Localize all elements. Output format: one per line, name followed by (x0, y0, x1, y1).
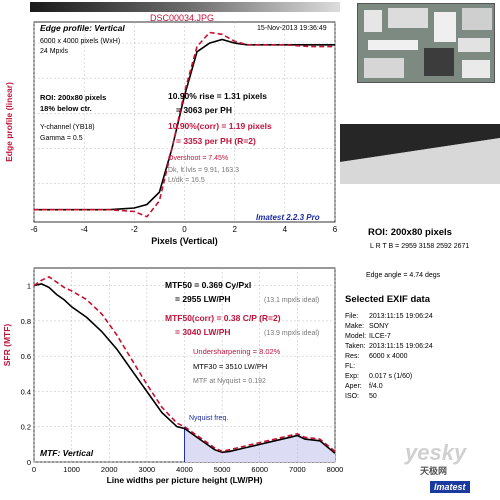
exif-value: f/4.0 (369, 383, 383, 390)
channel: Y-channel (YB18) (40, 124, 95, 131)
exif-title: Selected EXIF data (345, 294, 431, 305)
mtf-xtick-label: 7000 (289, 465, 306, 474)
exif-value: ILCE-7 (369, 333, 391, 340)
mtf50-lwph: = 2955 LW/PH (175, 294, 231, 304)
yesky-cn-label: 天极网 (420, 466, 448, 476)
mtf-title: MTF: Vertical (40, 448, 94, 458)
imatest-logo: Imatest (430, 481, 470, 494)
yesky-watermark: yesky (405, 440, 467, 465)
exif-row: Res: 6000 x 4000 (345, 353, 408, 360)
exif-row: Taken: 2013:11:15 19:06:24 (345, 343, 433, 350)
mtf50-corr-ideal: (13.9 mpxls ideal) (264, 330, 320, 337)
exif-key: Taken: (345, 343, 366, 350)
exif-key: Make: (345, 323, 365, 330)
mtf-at-nyquist: MTF at Nyquist = 0.192 (193, 378, 266, 385)
exif-value: 6000 x 4000 (369, 353, 408, 360)
gradient-strip (30, 2, 340, 12)
edge-date: 15-Nov-2013 19:36:49 (257, 25, 327, 32)
mtf30: MTF30 = 3510 LW/PH (193, 362, 268, 371)
exif-value: 50 (369, 393, 377, 400)
edge-xtick-label: 4 (283, 225, 288, 234)
exif-row: FL: (345, 363, 369, 370)
mtf-xtick-label: 2000 (101, 465, 118, 474)
mtf-xtick-label: 6000 (251, 465, 268, 474)
mtf50-ideal: (13.1 mpxls ideal) (264, 297, 320, 304)
roi-size: ROI: 200x80 pixels (368, 227, 452, 238)
exif-row: Exp: 0.017 s (1/60) (345, 373, 412, 380)
rise-per-ph: = 3063 per PH (176, 105, 232, 115)
mtf-chart: 0 1000 2000 3000 4000 5000 6000 7000 8000 1 0.8 0.6… (2, 267, 344, 485)
mtf-xtick-label: 1000 (63, 465, 80, 474)
exif-value: SONY (369, 323, 389, 330)
undersharpening: Undersharpening = 8.02% (193, 347, 281, 356)
mtf-xaxis-label: Line widths per picture height (LW/PH) (107, 475, 263, 485)
test-chart-thumbnail (357, 3, 495, 83)
mtf-xtick-label: 5000 (214, 465, 231, 474)
exif-key: Aper: (345, 383, 362, 390)
mtf-ytick-label: 0.8 (21, 317, 31, 326)
megapixels: 24 Mpxls (40, 48, 69, 55)
mtf-xtick-label: 0 (32, 465, 36, 474)
edge-xtick-label: 0 (182, 225, 187, 234)
exif-key: File: (345, 313, 359, 320)
image-size: 6000 x 4000 pixels (WxH) (40, 38, 121, 45)
overshoot: Overshoot = 7.45% (168, 155, 229, 162)
exif-row: Model: ILCE-7 (345, 333, 391, 340)
edge-xtick-label: 2 (232, 225, 237, 234)
mtf-ytick-label: 0.4 (21, 387, 31, 396)
exif-key: Model: (345, 333, 367, 340)
mtf-ytick-label: 0 (27, 458, 31, 467)
roi-edge-thumbnail (340, 124, 500, 184)
exif-row: File: 2013:11:15 19:06:24 (345, 313, 433, 320)
exif-row: Make: SONY (345, 323, 389, 330)
exif-value: 2013:11:15 19:06:24 (369, 343, 433, 350)
edge-xtick-label: -2 (131, 225, 139, 234)
exif-row: ISO: 50 (345, 393, 377, 400)
roi-lrtb: L R T B = 2959 3158 2592 2671 (370, 243, 470, 250)
exif-value: 0.017 s (1/60) (369, 373, 413, 380)
mtf-ytick-label: 0.6 (21, 352, 31, 361)
edge-xaxis-label: Pixels (Vertical) (151, 236, 218, 246)
mtf-ytick-label: 0.2 (21, 423, 31, 432)
edge-angle: Edge angle = 4.74 degs (366, 272, 441, 279)
mtf-yaxis-label: SFR (MTF) (2, 324, 12, 367)
rise-value: 10.90% rise = 1.31 pixels (168, 91, 268, 101)
mtf-xtick-label: 3000 (139, 465, 156, 474)
rise-corr-value: 10.90%(corr) = 1.19 pixels (168, 121, 272, 131)
light-dark-ratio: Lt/dk = 16.5 (168, 177, 205, 184)
exif-key: Res: (345, 353, 360, 360)
mtf-ytick-label: 1 (27, 282, 31, 291)
mtf50: MTF50 = 0.369 Cy/Pxl (165, 280, 252, 290)
dark-light-levels: Dk, lt lvls = 9.91, 163.3 (168, 167, 240, 174)
mtf-series-measured (33, 283, 336, 454)
edge-profile-chart: -6 -4 -2 0 2 4 6 Pixels (Vertical) Edge profile … (4, 21, 338, 246)
exif-key: FL: (345, 363, 356, 370)
edge-xtick-label: 6 (333, 225, 338, 234)
mtf-xtick-label: 4000 (176, 465, 193, 474)
mtf50-corr-lwph: = 3040 LW/PH (175, 327, 231, 337)
edge-roi: ROI: 200x80 pixels (40, 93, 107, 102)
rise-corr-per-ph: = 3353 per PH (R=2) (176, 136, 256, 146)
mtf50-corr: MTF50(corr) = 0.38 C/P (R=2) (165, 313, 281, 323)
edge-xtick-label: -6 (30, 225, 38, 234)
gamma: Gamma = 0.5 (40, 135, 83, 142)
edge-roi-pos: 18% below ctr. (40, 104, 92, 113)
edge-title: Edge profile: Vertical (40, 23, 125, 33)
exif-key: Exp: (345, 373, 360, 380)
mtf-xtick-label: 8000 (327, 465, 344, 474)
file-title: DSC00034.JPG (150, 13, 215, 23)
mtf-series-corrected (33, 275, 336, 453)
exif-value: 2013:11:15 19:06:24 (369, 313, 433, 320)
edge-series-corrected (34, 31, 335, 218)
exif-key: ISO: (345, 393, 360, 400)
edge-xtick-label: -4 (81, 225, 89, 234)
nyquist-label: Nyquist freq. (189, 415, 229, 422)
exif-row: Aper: f/4.0 (345, 383, 383, 390)
edge-yaxis-label: Edge profile (linear) (4, 82, 14, 162)
imatest-version: Imatest 2.2.3 Pro (256, 213, 320, 222)
